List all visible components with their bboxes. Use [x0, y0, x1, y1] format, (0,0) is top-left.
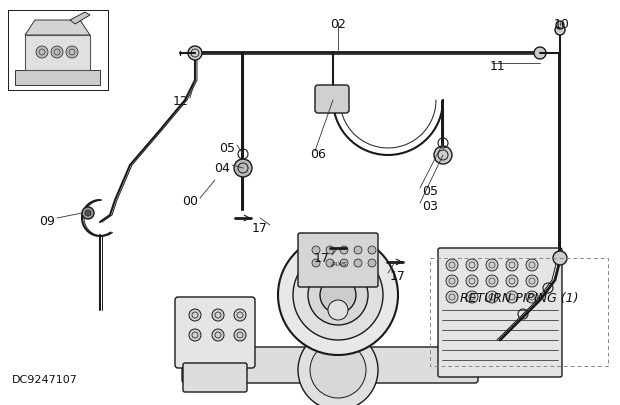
Circle shape — [298, 330, 378, 405]
Bar — [25, 35, 90, 70]
Circle shape — [328, 300, 348, 320]
Text: ZAXIS: ZAXIS — [330, 262, 346, 267]
Polygon shape — [25, 35, 90, 70]
Circle shape — [506, 259, 518, 271]
FancyBboxPatch shape — [183, 363, 247, 392]
Circle shape — [526, 259, 538, 271]
Circle shape — [466, 291, 478, 303]
Text: 06: 06 — [310, 148, 326, 161]
Circle shape — [506, 291, 518, 303]
Circle shape — [212, 329, 224, 341]
Circle shape — [446, 275, 458, 287]
Circle shape — [466, 259, 478, 271]
Text: 11: 11 — [490, 60, 506, 73]
Circle shape — [234, 329, 246, 341]
Circle shape — [506, 275, 518, 287]
Circle shape — [188, 46, 202, 60]
Circle shape — [85, 210, 91, 216]
Text: 17: 17 — [314, 252, 330, 265]
Text: RETURN PIPING (1): RETURN PIPING (1) — [460, 292, 578, 305]
Circle shape — [51, 46, 63, 58]
Text: 04: 04 — [214, 162, 230, 175]
Text: 03: 03 — [422, 200, 438, 213]
Text: 09: 09 — [39, 215, 55, 228]
Circle shape — [189, 329, 201, 341]
FancyBboxPatch shape — [438, 248, 562, 377]
Bar — [430, 258, 608, 366]
Text: DC9247107: DC9247107 — [12, 375, 78, 385]
Text: 05: 05 — [219, 142, 235, 155]
Circle shape — [308, 265, 368, 325]
Circle shape — [278, 235, 398, 355]
Circle shape — [446, 291, 458, 303]
Circle shape — [326, 259, 334, 267]
Text: 05: 05 — [422, 185, 438, 198]
Text: 17: 17 — [252, 222, 268, 235]
Circle shape — [320, 277, 356, 313]
Circle shape — [66, 46, 78, 58]
Circle shape — [340, 259, 348, 267]
Circle shape — [212, 309, 224, 321]
Text: 00: 00 — [182, 195, 198, 208]
FancyBboxPatch shape — [315, 85, 349, 113]
Text: 17: 17 — [390, 270, 406, 283]
Polygon shape — [25, 20, 90, 35]
FancyBboxPatch shape — [175, 297, 255, 368]
Circle shape — [446, 259, 458, 271]
Circle shape — [434, 146, 452, 164]
Text: 10: 10 — [554, 18, 570, 31]
Circle shape — [526, 275, 538, 287]
Circle shape — [555, 25, 565, 35]
Circle shape — [310, 342, 366, 398]
Circle shape — [354, 246, 362, 254]
Circle shape — [526, 291, 538, 303]
Circle shape — [234, 159, 252, 177]
Circle shape — [556, 21, 564, 29]
Circle shape — [486, 259, 498, 271]
Circle shape — [553, 251, 567, 265]
Circle shape — [312, 246, 320, 254]
Circle shape — [36, 46, 48, 58]
Circle shape — [326, 246, 334, 254]
Text: 02: 02 — [330, 18, 346, 31]
Circle shape — [82, 207, 94, 219]
Circle shape — [234, 309, 246, 321]
Text: 12: 12 — [172, 95, 188, 108]
Polygon shape — [70, 12, 90, 24]
Circle shape — [486, 275, 498, 287]
FancyBboxPatch shape — [298, 233, 378, 287]
Circle shape — [340, 246, 348, 254]
FancyBboxPatch shape — [182, 347, 478, 383]
Circle shape — [354, 259, 362, 267]
Circle shape — [368, 259, 376, 267]
Circle shape — [534, 47, 546, 59]
Circle shape — [368, 246, 376, 254]
Circle shape — [486, 291, 498, 303]
Circle shape — [293, 250, 383, 340]
Circle shape — [189, 309, 201, 321]
Polygon shape — [15, 70, 100, 85]
Circle shape — [312, 259, 320, 267]
Circle shape — [466, 275, 478, 287]
